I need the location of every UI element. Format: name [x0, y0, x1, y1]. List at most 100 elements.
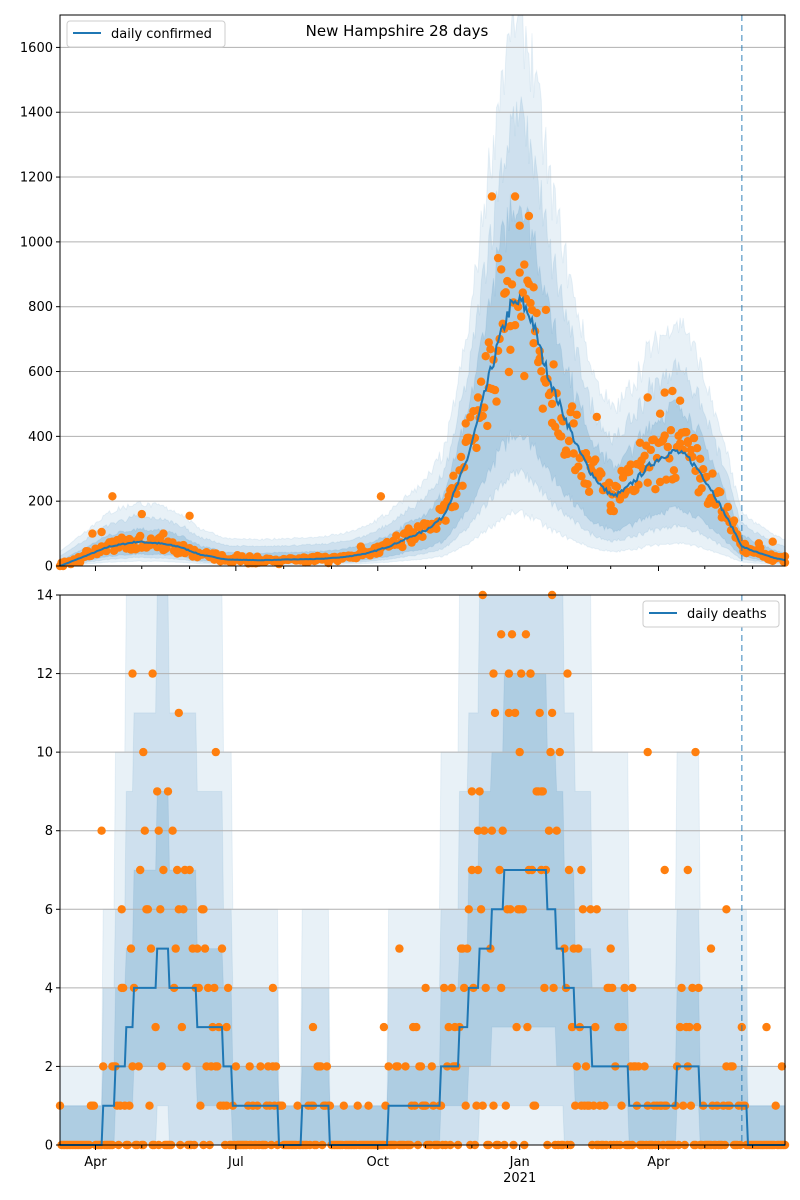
- observed-point: [412, 1022, 421, 1032]
- observed-point: [706, 944, 716, 953]
- observed-point: [504, 669, 514, 678]
- bottom-legend-label: daily deaths: [687, 607, 767, 622]
- observed-point: [683, 438, 692, 447]
- observed-point: [544, 826, 554, 835]
- observed-point: [489, 669, 498, 678]
- observed-point: [513, 302, 523, 312]
- observed-point: [577, 865, 586, 875]
- observed-point: [569, 449, 578, 458]
- y-tick-label: 4: [45, 981, 53, 996]
- observed-point: [449, 471, 458, 480]
- observed-point: [427, 519, 436, 529]
- observed-point: [669, 466, 679, 475]
- observed-point: [179, 905, 188, 914]
- observed-point: [117, 905, 126, 914]
- observed-point: [589, 1101, 598, 1110]
- observed-point: [592, 905, 601, 914]
- observed-point: [480, 826, 489, 835]
- observed-point: [136, 531, 145, 541]
- observed-point: [379, 1022, 389, 1032]
- observed-point: [108, 492, 117, 501]
- observed-point: [574, 944, 583, 953]
- observed-point: [660, 431, 669, 440]
- observed-point: [717, 513, 726, 522]
- observed-point: [450, 502, 460, 511]
- observed-point: [643, 393, 652, 402]
- observed-point: [159, 865, 168, 875]
- observed-point: [472, 443, 481, 453]
- top-legend-label: daily confirmed: [111, 27, 212, 42]
- observed-point: [156, 905, 165, 914]
- observed-point: [591, 455, 600, 464]
- observed-point: [151, 1022, 160, 1032]
- y-tick-label: 1400: [20, 106, 53, 121]
- observed-point: [521, 630, 531, 639]
- observed-point: [316, 1062, 325, 1071]
- observed-point: [473, 826, 483, 835]
- observed-point: [256, 1062, 265, 1071]
- observed-point: [392, 531, 401, 540]
- observed-point: [447, 983, 456, 993]
- top-y-ticks: 0 200 400 600 800 1000 1200 1400 1600: [20, 41, 60, 575]
- observed-point: [441, 516, 450, 525]
- observed-point: [213, 1062, 222, 1071]
- observed-point: [675, 439, 685, 448]
- observed-point: [694, 983, 703, 993]
- observed-point: [193, 944, 202, 953]
- observed-point: [120, 535, 129, 545]
- bottom-observed-points: [55, 590, 790, 1150]
- observed-point: [444, 1022, 453, 1032]
- observed-point: [634, 480, 643, 489]
- observed-point: [729, 516, 739, 525]
- observed-point: [584, 487, 594, 496]
- observed-point: [222, 1101, 231, 1110]
- y-tick-label: 1200: [20, 171, 53, 186]
- observed-point: [535, 708, 544, 718]
- observed-point: [495, 865, 504, 875]
- observed-point: [686, 1101, 696, 1110]
- observed-point: [537, 787, 546, 796]
- observed-point: [497, 265, 506, 274]
- observed-point: [617, 1101, 626, 1110]
- y-tick-label: 14: [36, 589, 53, 604]
- observed-point: [490, 708, 500, 718]
- observed-point: [487, 826, 497, 835]
- observed-point: [210, 983, 219, 993]
- top-panel: 0 200 400 600 800 1000 1200 1400 1600 New Hampsh…: [20, 14, 790, 575]
- observed-point: [301, 553, 310, 563]
- observed-point: [708, 469, 717, 478]
- observed-point: [723, 502, 733, 512]
- observed-point: [563, 449, 572, 459]
- observed-point: [153, 787, 162, 796]
- bottom-legend: daily deaths: [642, 600, 780, 628]
- observed-point: [271, 1062, 281, 1071]
- observed-point: [547, 399, 557, 409]
- observed-point: [689, 433, 699, 443]
- observed-point: [384, 1062, 393, 1071]
- observed-point: [583, 480, 592, 489]
- observed-point: [136, 865, 145, 875]
- observed-point: [487, 192, 497, 201]
- observed-point: [586, 905, 595, 914]
- observed-point: [168, 826, 177, 835]
- observed-point: [666, 426, 676, 435]
- observed-point: [722, 905, 731, 914]
- observed-point: [526, 298, 535, 308]
- observed-point: [200, 944, 210, 953]
- observed-point: [692, 444, 702, 453]
- observed-point: [597, 469, 606, 478]
- observed-point: [537, 367, 546, 376]
- observed-point: [569, 419, 578, 428]
- observed-point: [398, 542, 407, 552]
- observed-point: [515, 747, 524, 757]
- observed-point: [551, 422, 560, 431]
- observed-point: [675, 396, 685, 405]
- observed-point: [506, 905, 515, 914]
- observed-point: [623, 464, 632, 473]
- y-tick-label: 8: [45, 824, 53, 839]
- bottom-legend-box: [642, 600, 780, 628]
- observed-point: [125, 1101, 134, 1110]
- observed-point: [515, 268, 524, 277]
- observed-point: [322, 1062, 332, 1071]
